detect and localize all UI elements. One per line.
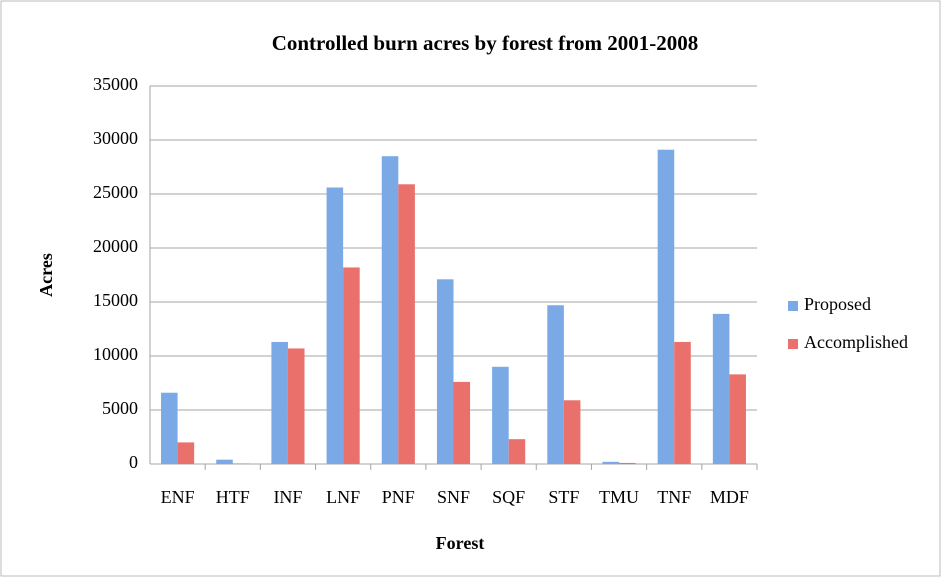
y-tick-label: 25000 — [93, 182, 138, 202]
x-axis-label: Forest — [436, 533, 485, 553]
bar — [563, 400, 581, 464]
x-tick-label: SNF — [437, 487, 470, 507]
legend-swatch — [788, 301, 798, 311]
x-tick-label: SQF — [492, 487, 525, 507]
chart-title: Controlled burn acres by forest from 200… — [272, 31, 699, 55]
legend-label: Proposed — [804, 294, 871, 314]
bar — [492, 366, 509, 464]
bar — [508, 439, 526, 464]
bar — [712, 313, 730, 464]
bar — [343, 267, 360, 464]
bar — [232, 463, 250, 464]
x-tick-label: LNF — [326, 487, 360, 507]
bar — [619, 462, 636, 464]
y-tick-label: 10000 — [93, 344, 138, 364]
x-tick-label: TMU — [599, 487, 639, 507]
y-tick-label: 15000 — [93, 290, 138, 310]
y-tick-label: 35000 — [93, 74, 138, 94]
bar — [547, 305, 564, 464]
bar — [177, 442, 195, 464]
y-axis-label: Acres — [36, 253, 56, 297]
x-tick-label: ENF — [161, 487, 195, 507]
x-tick-label: MDF — [710, 487, 749, 507]
bar — [657, 149, 675, 464]
bar — [674, 341, 691, 464]
bar — [602, 461, 620, 464]
bar — [729, 374, 746, 464]
bar — [453, 381, 471, 464]
x-tick-label: INF — [273, 487, 302, 507]
y-tick-label: 30000 — [93, 128, 138, 148]
bar — [216, 459, 233, 464]
y-tick-label: 20000 — [93, 236, 138, 256]
x-tick-label: PNF — [382, 487, 415, 507]
y-tick-label: 0 — [129, 452, 138, 472]
bar — [271, 341, 288, 464]
bar — [287, 348, 305, 464]
x-tick-label: TNF — [657, 487, 691, 507]
bar — [381, 156, 399, 464]
bar — [326, 187, 344, 464]
bar — [161, 392, 178, 464]
bar — [398, 184, 415, 464]
x-tick-label: STF — [548, 487, 579, 507]
x-tick-label: HTF — [216, 487, 250, 507]
legend-label: Accomplished — [804, 332, 908, 352]
bar — [436, 279, 454, 464]
legend-swatch — [788, 339, 798, 349]
y-tick-label: 5000 — [102, 398, 138, 418]
